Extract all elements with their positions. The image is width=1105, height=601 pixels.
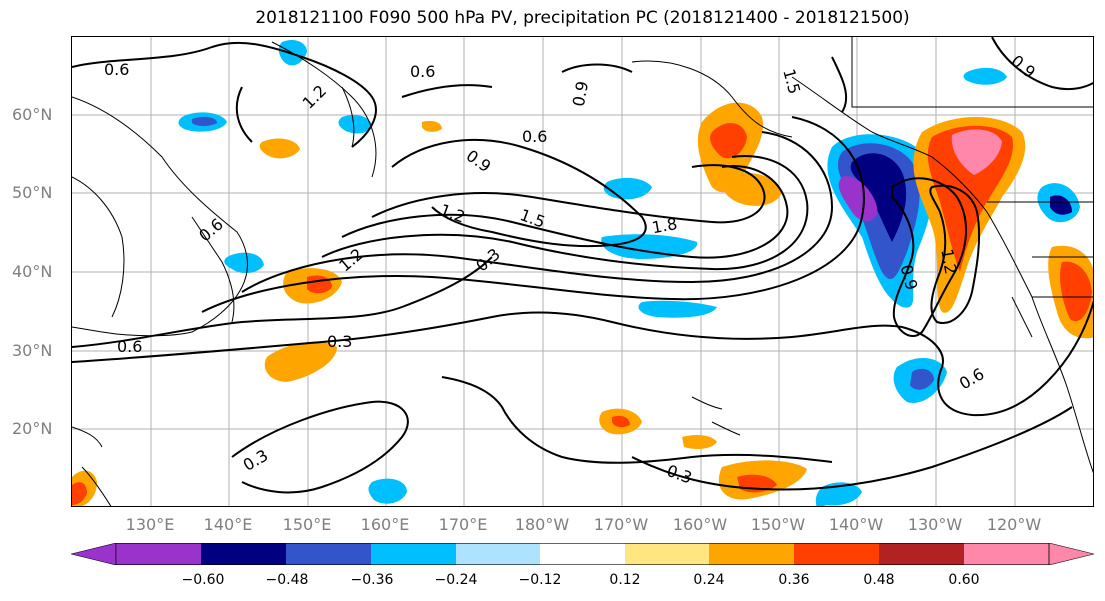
lat-label-60n: 60°N (12, 105, 53, 124)
contour-label: 0.6 (117, 337, 142, 356)
contour-label: 1.2 (437, 200, 467, 227)
lat-label-40n: 40°N (12, 262, 53, 281)
pv-contours (72, 37, 1093, 494)
contour-label: 0.9 (1007, 51, 1039, 82)
lon-label-130w: 130°W (907, 515, 963, 534)
lon-label-150e: 150°E (282, 515, 332, 534)
contour-label: 0.9 (463, 146, 495, 176)
contour-label: 0.6 (956, 364, 988, 393)
precip-shading (72, 40, 1093, 506)
contour-label: 0.9 (569, 80, 592, 108)
contour-label: 1.2 (937, 247, 960, 275)
colorbar-tick: −0.24 (434, 572, 478, 588)
contour-label: 0.6 (522, 127, 547, 146)
lat-label-20n: 20°N (12, 419, 53, 438)
lon-label-180w: 180°W (514, 515, 570, 534)
map-canvas: 0.6 0.6 1.2 0.9 0.6 1.5 0.9 1.2 1.5 1.8 … (72, 37, 1093, 506)
colorbar-tick: −0.12 (518, 572, 562, 588)
lon-label-170e: 170°E (438, 515, 488, 534)
lon-label-170w: 170°W (593, 515, 649, 534)
colorbar-tick: 0.36 (778, 572, 810, 588)
colorbar-tick: −0.48 (265, 572, 309, 588)
colorbar-svg (70, 542, 1095, 566)
colorbar-tick: 0.48 (863, 572, 895, 588)
lon-label-160e: 160°E (360, 515, 410, 534)
colorbar-tick: −0.60 (181, 572, 225, 588)
colorbar-tick: 0.12 (609, 572, 641, 588)
contour-label: 0.6 (195, 214, 227, 245)
contour-label: 1.2 (299, 81, 330, 112)
lat-label-50n: 50°N (12, 183, 53, 202)
lon-label-160w: 160°W (672, 515, 728, 534)
contour-label: 1.8 (650, 214, 678, 237)
contour-label: 0.6 (104, 60, 129, 79)
lon-label-150w: 150°W (750, 515, 806, 534)
map-panel[interactable]: 0.6 0.6 1.2 0.9 0.6 1.5 0.9 1.2 1.5 1.8 … (71, 36, 1094, 507)
colorbar (70, 542, 1095, 566)
lon-label-140e: 140°E (203, 515, 253, 534)
contour-label: 1.5 (779, 67, 804, 97)
colorbar-tick: 0.24 (693, 572, 725, 588)
contour-label: 0.3 (327, 332, 352, 351)
lon-label-130e: 130°E (125, 515, 175, 534)
contour-label: 0.3 (664, 461, 694, 488)
lat-label-30n: 30°N (12, 341, 53, 360)
colorbar-tick: 0.60 (948, 572, 980, 588)
lon-label-140w: 140°W (828, 515, 884, 534)
lon-label-120w: 120°W (986, 515, 1042, 534)
colorbar-tick: −0.36 (350, 572, 394, 588)
contour-label: 0.6 (410, 62, 435, 81)
contour-label: 0.3 (240, 446, 272, 475)
map-title: 2018121100 F090 500 hPa PV, precipitatio… (255, 8, 910, 28)
